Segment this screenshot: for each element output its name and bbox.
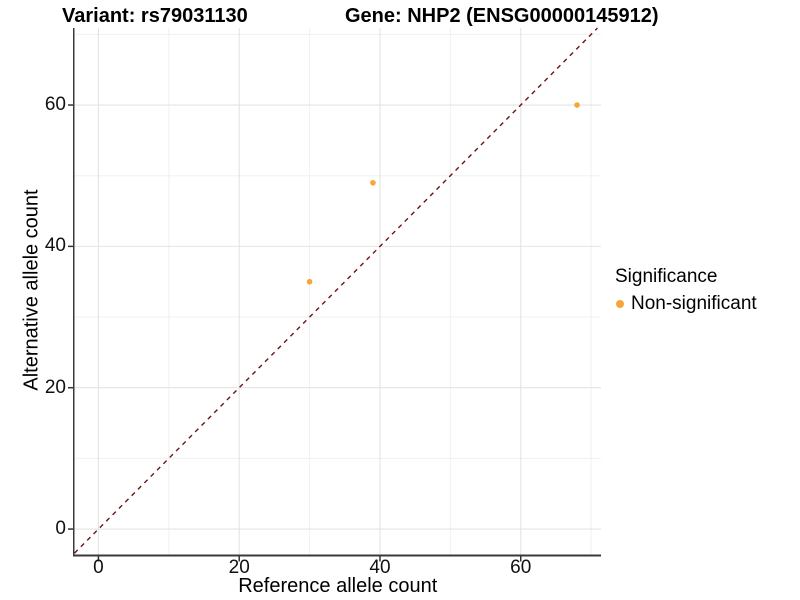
legend: Significance Non-significant bbox=[612, 266, 757, 315]
data-point bbox=[306, 278, 313, 285]
y-axis-title: Alternative allele count bbox=[20, 189, 43, 391]
x-axis-title: Reference allele count bbox=[238, 575, 438, 597]
y-tick-label: 0 bbox=[55, 518, 66, 540]
identity-line bbox=[74, 27, 598, 554]
y-tick-label: 40 bbox=[44, 235, 66, 257]
y-tick-label: 60 bbox=[44, 94, 66, 116]
legend-entries: Non-significant bbox=[612, 293, 757, 315]
plot-title-gene: Gene: NHP2 (ENSG00000145912) bbox=[345, 5, 659, 27]
x-tick-label: 0 bbox=[93, 557, 104, 578]
y-tick-label: 20 bbox=[44, 376, 66, 398]
legend-entry: Non-significant bbox=[612, 293, 757, 315]
legend-entry-label: Non-significant bbox=[631, 293, 757, 314]
legend-title: Significance bbox=[615, 266, 718, 287]
x-tick-label: 20 bbox=[228, 557, 250, 578]
x-tick-label: 40 bbox=[369, 557, 391, 578]
data-point bbox=[370, 179, 376, 186]
legend-point-icon bbox=[616, 300, 624, 308]
x-tick-label: 60 bbox=[510, 557, 532, 578]
plot-title-variant: Variant: rs79031130 bbox=[62, 5, 248, 27]
data-point bbox=[574, 102, 580, 108]
